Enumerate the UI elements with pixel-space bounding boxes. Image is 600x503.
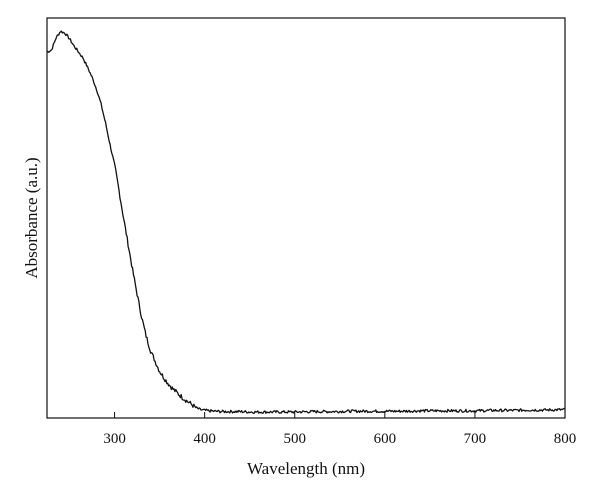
x-tick-label-700: 700 xyxy=(464,431,487,447)
x-axis-tick-labels: 300 400 500 600 700 800 xyxy=(103,431,576,447)
x-tick-label-500: 500 xyxy=(283,431,306,447)
x-tick-label-800: 800 xyxy=(554,431,577,447)
x-tick-label-400: 400 xyxy=(193,431,216,447)
x-tick-label-300: 300 xyxy=(103,431,126,447)
x-tick-label-600: 600 xyxy=(374,431,397,447)
x-axis-title: Wavelength (nm) xyxy=(247,459,365,478)
y-axis-title: Absorbance (a.u.) xyxy=(22,157,41,278)
absorbance-curve xyxy=(46,30,566,414)
plot-frame xyxy=(46,17,566,419)
x-axis-ticks xyxy=(114,412,566,418)
